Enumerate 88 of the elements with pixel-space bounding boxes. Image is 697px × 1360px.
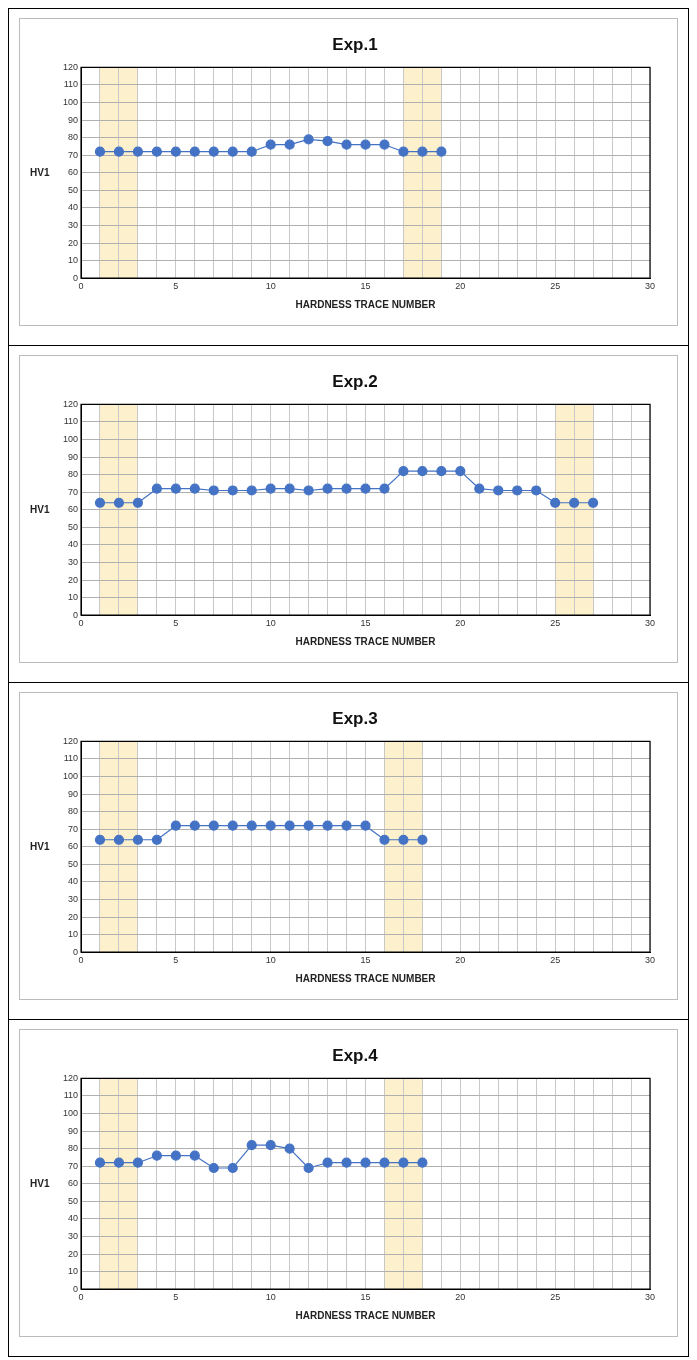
y-tick-label: 20 [68, 1248, 79, 1259]
y-tick-label: 100 [62, 97, 79, 108]
x-tick-label: 20 [455, 955, 466, 966]
y-tick-label: 30 [68, 556, 79, 567]
x-tick-label: 30 [644, 618, 656, 629]
x-tick-label: 25 [550, 1292, 561, 1303]
y-tick-label: 30 [68, 1230, 79, 1241]
y-tick-label: 50 [68, 521, 79, 532]
x-tick-label: 10 [265, 618, 276, 629]
y-tick-label: 120 [62, 1072, 79, 1083]
x-tick-label: 25 [550, 618, 561, 629]
y-tick-label: 110 [63, 1090, 79, 1101]
y-tick-label: 60 [68, 1178, 79, 1189]
y-tick-label: 10 [68, 1266, 79, 1277]
y-tick-label: 110 [63, 416, 79, 427]
y-tick-label: 40 [68, 202, 79, 213]
y-tick-label: 30 [68, 219, 79, 230]
x-axis-title: HARDNESS TRACE NUMBER [295, 1309, 437, 1321]
y-tick-label: 60 [68, 841, 79, 852]
x-tick-label: 5 [173, 955, 179, 966]
y-tick-label: 100 [62, 1108, 79, 1119]
y-tick-label: 120 [62, 61, 79, 72]
y-tick-label: 120 [62, 735, 79, 746]
y-tick-label: 80 [68, 806, 79, 817]
y-axis-title: HV1 [30, 840, 50, 852]
y-tick-label: 50 [68, 858, 79, 869]
x-axis-title: HARDNESS TRACE NUMBER [295, 972, 437, 984]
y-tick-label: 80 [68, 132, 79, 143]
x-tick-label: 10 [265, 281, 276, 292]
y-tick-label: 70 [68, 823, 79, 834]
y-tick-label: 0 [73, 272, 79, 283]
y-tick-label: 110 [63, 79, 79, 90]
y-tick-label: 100 [62, 434, 79, 445]
y-tick-label: 20 [68, 237, 79, 248]
y-axis-title: HV1 [30, 166, 50, 178]
y-axis-title: HV1 [30, 1177, 50, 1189]
y-tick-label: 100 [62, 771, 79, 782]
x-tick-label: 10 [265, 1292, 276, 1303]
chart-title: Exp.3 [332, 708, 378, 728]
y-tick-label: 90 [68, 1125, 79, 1136]
y-tick-label: 40 [68, 1213, 79, 1224]
y-tick-label: 20 [68, 574, 79, 585]
y-tick-label: 0 [73, 1283, 79, 1294]
y-tick-label: 0 [73, 946, 79, 957]
x-tick-label: 30 [644, 955, 656, 966]
x-tick-label: 30 [644, 1292, 656, 1303]
x-tick-label: 10 [265, 955, 276, 966]
x-tick-label: 15 [360, 281, 371, 292]
y-tick-label: 40 [68, 539, 79, 550]
y-tick-label: 30 [68, 893, 79, 904]
x-tick-label: 5 [173, 1292, 179, 1303]
chart-title: Exp.2 [332, 371, 378, 391]
x-tick-label: 30 [644, 281, 656, 292]
x-tick-label: 20 [455, 618, 466, 629]
y-tick-label: 90 [68, 788, 79, 799]
y-tick-label: 50 [68, 184, 79, 195]
y-tick-label: 80 [68, 469, 79, 480]
y-tick-label: 70 [68, 1160, 79, 1171]
y-tick-label: 90 [68, 114, 79, 125]
y-tick-label: 60 [68, 504, 79, 515]
chart-title: Exp.1 [332, 34, 378, 54]
x-tick-label: 20 [455, 281, 466, 292]
y-tick-label: 70 [68, 486, 79, 497]
x-tick-label: 20 [455, 1292, 466, 1303]
x-tick-label: 15 [360, 618, 371, 629]
y-tick-label: 90 [68, 451, 79, 462]
y-tick-label: 50 [68, 1195, 79, 1206]
y-tick-label: 70 [68, 149, 79, 160]
y-tick-label: 60 [68, 167, 79, 178]
y-tick-label: 10 [68, 929, 79, 940]
y-tick-label: 10 [68, 255, 79, 266]
x-axis-title: HARDNESS TRACE NUMBER [295, 635, 437, 647]
y-tick-label: 20 [68, 911, 79, 922]
y-tick-label: 80 [68, 1143, 79, 1154]
y-tick-label: 0 [73, 609, 79, 620]
chart-title: Exp.4 [332, 1045, 379, 1065]
y-tick-label: 40 [68, 876, 79, 887]
x-tick-label: 15 [360, 1292, 371, 1303]
x-tick-label: 25 [550, 955, 561, 966]
y-tick-label: 10 [68, 592, 79, 603]
x-axis-title: HARDNESS TRACE NUMBER [295, 298, 437, 310]
y-tick-label: 110 [63, 753, 79, 764]
x-tick-label: 5 [173, 281, 179, 292]
y-axis-title: HV1 [30, 503, 50, 515]
x-tick-label: 5 [173, 618, 179, 629]
x-tick-label: 25 [550, 281, 561, 292]
x-tick-label: 15 [360, 955, 371, 966]
y-tick-label: 120 [62, 398, 79, 409]
